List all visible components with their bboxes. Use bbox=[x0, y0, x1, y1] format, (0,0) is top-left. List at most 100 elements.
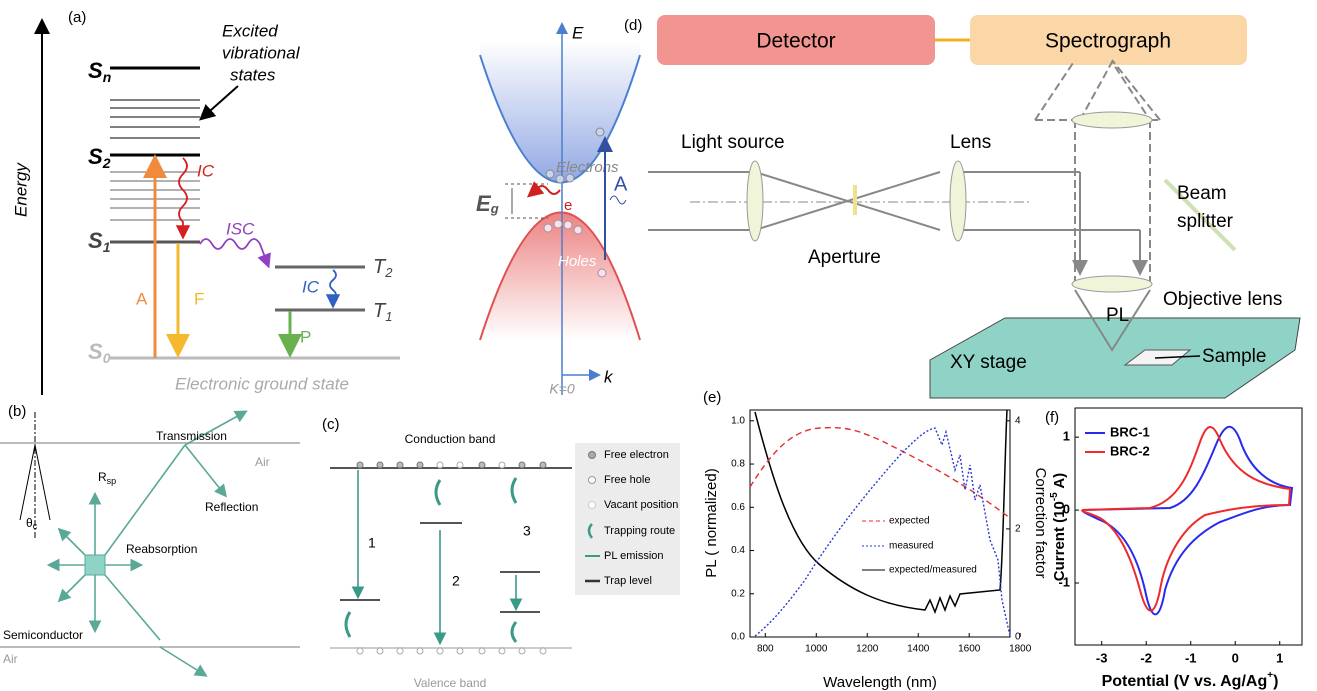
panel-f: (f) Current (10-5 A) Potential (V vs. Ag… bbox=[1045, 407, 1303, 690]
svg-text:XY stage: XY stage bbox=[950, 352, 1027, 373]
svg-text:BRC-1: BRC-1 bbox=[1110, 424, 1150, 439]
svg-text:Trapping route: Trapping route bbox=[604, 525, 675, 537]
axis-label: PL ( normalized) bbox=[703, 468, 720, 577]
arrow-label: IC bbox=[197, 161, 215, 180]
label: Reflection bbox=[205, 500, 258, 514]
tick-label: 4 bbox=[1015, 415, 1021, 426]
arrow-label: IC bbox=[302, 277, 320, 296]
svg-text:Light source: Light source bbox=[681, 132, 785, 153]
legend bbox=[575, 443, 680, 595]
label: Rsp bbox=[98, 470, 116, 486]
level-label: T1 bbox=[373, 300, 392, 324]
panel-b: (b) Transmission Air Rsp Reflection Reab… bbox=[0, 403, 300, 677]
tick-label: 0.8 bbox=[731, 459, 745, 470]
axis-label: Current (10-5 A) bbox=[1049, 473, 1068, 581]
svg-text:PL: PL bbox=[1106, 305, 1129, 326]
svg-text:expected: expected bbox=[889, 516, 930, 527]
label: A bbox=[614, 173, 628, 195]
curve bbox=[749, 426, 1011, 519]
tick-label: 0.0 bbox=[731, 632, 745, 643]
label: Semiconductor bbox=[3, 628, 83, 642]
box-label: Detector bbox=[756, 30, 835, 53]
tick-label: 0.4 bbox=[731, 545, 745, 556]
cv-curve bbox=[1081, 426, 1292, 612]
curve bbox=[754, 427, 1011, 637]
curve bbox=[754, 409, 1008, 615]
svg-text:Lens: Lens bbox=[950, 132, 991, 153]
label: Electrons bbox=[556, 159, 619, 176]
label: 1 bbox=[368, 535, 376, 551]
svg-text:measured: measured bbox=[889, 541, 933, 552]
level-label: Sn bbox=[88, 58, 111, 85]
svg-text:BRC-2: BRC-2 bbox=[1110, 443, 1150, 458]
svg-text:vibrational: vibrational bbox=[222, 43, 301, 62]
svg-text:Aperture: Aperture bbox=[808, 247, 881, 268]
tick-label: 1 bbox=[1063, 429, 1070, 444]
svg-text:Excited: Excited bbox=[222, 21, 278, 40]
label: Valence band bbox=[414, 676, 487, 690]
panel-e: (e) PL ( normalized) Correction factor W… bbox=[703, 389, 1049, 691]
axis-label: Wavelength (nm) bbox=[823, 674, 937, 691]
arrow-label: ISC bbox=[226, 219, 255, 238]
tick-label: 0.6 bbox=[731, 502, 745, 513]
svg-text:states: states bbox=[230, 65, 276, 84]
level-label: T2 bbox=[373, 256, 393, 280]
svg-text:splitter: splitter bbox=[1177, 211, 1234, 232]
legend-label: Free electron Free hole Vacant position Tra… bbox=[604, 449, 678, 587]
svg-text:Vacant position: Vacant position bbox=[604, 499, 678, 511]
level-label: S2 bbox=[88, 144, 111, 171]
legend: expected measured expected/measured bbox=[862, 516, 977, 576]
svg-text:Free hole: Free hole bbox=[604, 474, 650, 486]
tick-label: -3 bbox=[1096, 650, 1108, 665]
panel-band: E k K=0 Electrons Holes Eg A e bbox=[476, 22, 641, 397]
label: 2 bbox=[452, 573, 460, 589]
axis-label: K=0 bbox=[549, 381, 575, 397]
panel-d: (d) Detector Spectrograph Light source L… bbox=[624, 15, 1301, 399]
panel-label: (d) bbox=[624, 17, 642, 34]
panel-c: (c) Conduction band Valence band 1 2 3 F… bbox=[322, 416, 680, 690]
label: Air bbox=[255, 455, 270, 469]
label: 3 bbox=[523, 523, 531, 539]
tick-label: -1 bbox=[1185, 650, 1197, 665]
ground-label: Electronic ground state bbox=[175, 374, 349, 393]
tick-label: 2 bbox=[1015, 524, 1021, 535]
tick-label: 1000 bbox=[805, 644, 828, 655]
panel-label: (f) bbox=[1045, 409, 1059, 426]
tick-label: 1800 bbox=[1009, 644, 1032, 655]
panel-label: (a) bbox=[68, 9, 86, 26]
svg-text:Objective lens: Objective lens bbox=[1163, 289, 1282, 310]
panel-label: (b) bbox=[8, 403, 26, 420]
box-label: Spectrograph bbox=[1045, 30, 1171, 53]
svg-text:Free electron: Free electron bbox=[604, 449, 669, 461]
arrow-label: P bbox=[300, 327, 311, 346]
tick-label: 1 bbox=[1276, 650, 1283, 665]
svg-text:Sample: Sample bbox=[1202, 346, 1266, 367]
panel-a: (a) Energy Sn S2 S1 S0 T2 T1 Excited vibr… bbox=[11, 9, 400, 395]
cv-curve bbox=[1081, 425, 1294, 616]
axis-label: Correction factor bbox=[1032, 468, 1049, 579]
spectrograph-box bbox=[970, 15, 1247, 65]
tick-label: 0 bbox=[1063, 502, 1070, 517]
tick-label: 0 bbox=[1232, 650, 1239, 665]
arrow-label: A bbox=[136, 289, 148, 308]
svg-text:expected/measured: expected/measured bbox=[889, 565, 977, 576]
label: e bbox=[564, 197, 572, 214]
level-label: S1 bbox=[88, 228, 111, 255]
legend: BRC-1 BRC-2 bbox=[1085, 424, 1150, 458]
tick-label: 1600 bbox=[958, 644, 981, 655]
annotation: Excited vibrational states bbox=[222, 21, 301, 84]
axis-label: k bbox=[604, 367, 614, 386]
svg-text:Beam: Beam bbox=[1177, 183, 1227, 204]
valence-curve bbox=[479, 211, 641, 341]
axis-label: Energy bbox=[11, 162, 30, 217]
label: Reabsorption bbox=[126, 542, 197, 556]
ic-arrow bbox=[325, 269, 341, 309]
tick-label: 1400 bbox=[907, 644, 930, 655]
isc-arrow bbox=[199, 238, 271, 269]
svg-text:Trap level: Trap level bbox=[604, 575, 652, 587]
ic-arrow bbox=[175, 157, 191, 240]
panel-label: (e) bbox=[703, 389, 721, 406]
component-label: Light source Lens Aperture Beamsplitter … bbox=[681, 132, 1282, 373]
detector-box bbox=[657, 15, 935, 65]
